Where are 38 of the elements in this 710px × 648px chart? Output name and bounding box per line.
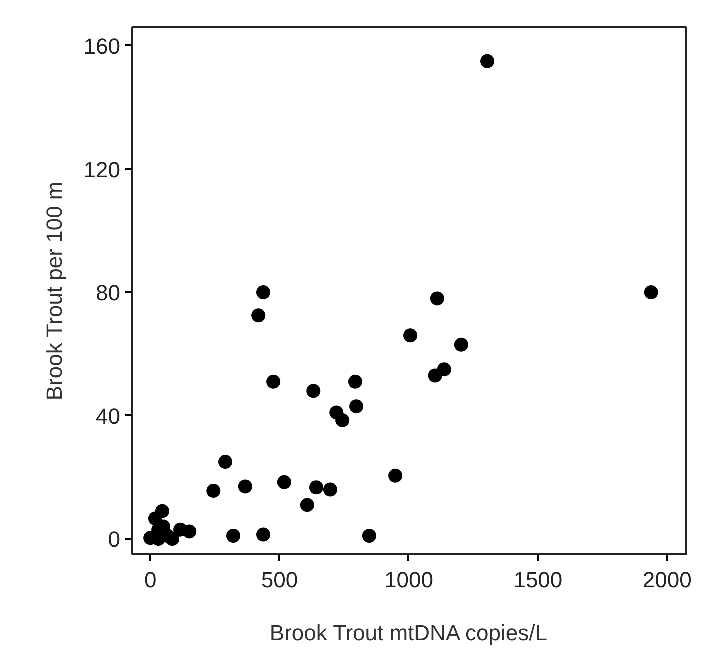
point: [266, 374, 281, 389]
y-tick-label: 160: [84, 34, 121, 59]
point: [252, 308, 266, 323]
point: [256, 286, 271, 300]
point: [218, 455, 233, 470]
point: [388, 468, 403, 483]
point: [306, 384, 321, 398]
x-axis-title: Brook Trout mtDNA copies/L: [270, 620, 548, 646]
x-tick-label: 0: [144, 568, 157, 592]
point: [323, 482, 338, 497]
y-tick-label: 120: [84, 157, 121, 182]
point: [430, 292, 444, 306]
point: [350, 400, 364, 414]
point: [404, 328, 418, 343]
point: [300, 498, 314, 512]
point: [226, 529, 241, 543]
y-axis-title: Brook Trout per 100 m: [42, 182, 67, 401]
x-tick-label: 2000: [642, 568, 692, 592]
point: [166, 532, 180, 546]
point: [238, 480, 252, 494]
point: [309, 480, 324, 495]
point: [206, 484, 221, 498]
point: [182, 524, 197, 539]
point: [480, 54, 495, 68]
point: [277, 475, 292, 490]
point: [644, 286, 658, 300]
x-tick-label: 500: [261, 568, 298, 592]
point: [256, 528, 271, 542]
point: [348, 374, 362, 389]
y-tick-label: 40: [96, 404, 121, 429]
y-tick-label: 80: [96, 280, 121, 306]
point: [362, 529, 376, 543]
y-tick-label: 0: [108, 527, 121, 552]
point: [428, 368, 442, 383]
point: [336, 413, 350, 428]
x-tick-label: 1000: [384, 568, 434, 592]
point: [454, 338, 468, 352]
x-tick-label: 1500: [514, 568, 563, 592]
